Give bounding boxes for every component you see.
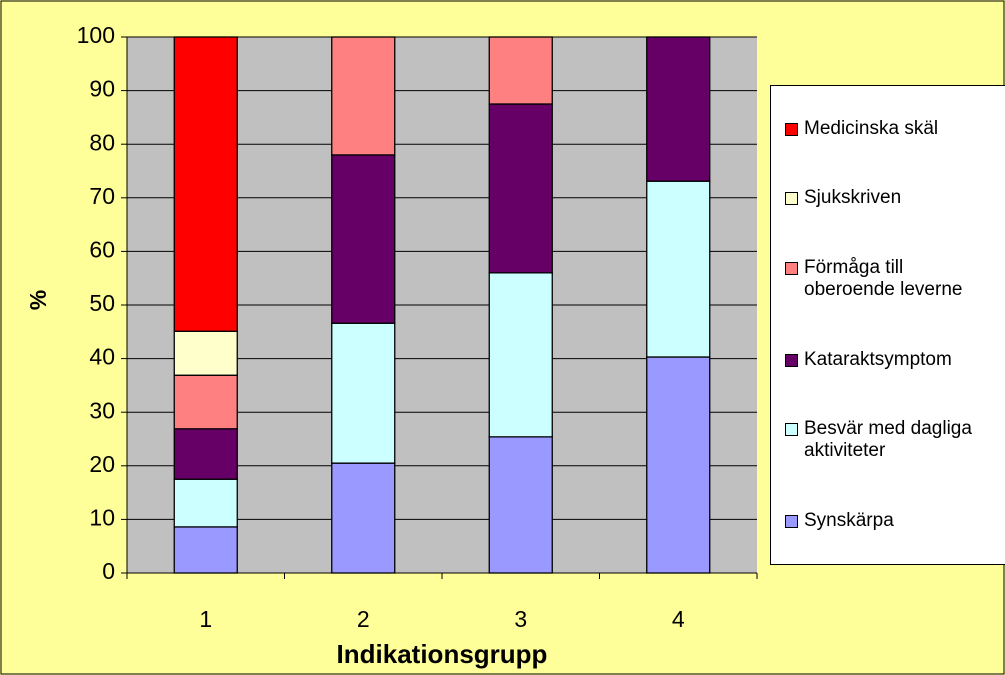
legend-swatch bbox=[785, 122, 798, 136]
bar-segment bbox=[646, 356, 711, 574]
y-tick-label: 80 bbox=[89, 129, 115, 155]
legend-item: Synskärpa bbox=[785, 510, 975, 532]
y-tick-label: 70 bbox=[89, 183, 115, 209]
legend-item: Sjukskriven bbox=[785, 187, 975, 209]
y-tick-label: 30 bbox=[89, 397, 115, 423]
bar-segment bbox=[488, 36, 553, 105]
legend-swatch bbox=[785, 262, 798, 276]
bar-segment bbox=[331, 36, 396, 156]
y-axis-label: % bbox=[25, 290, 51, 310]
x-tick-label: 1 bbox=[199, 606, 212, 632]
x-tick-label: 2 bbox=[357, 606, 370, 632]
bar-segment bbox=[173, 36, 238, 332]
bar-segment bbox=[173, 478, 238, 528]
y-tick-label: 40 bbox=[89, 344, 115, 370]
legend: Medicinska skäl Sjukskriven Förmåga till o… bbox=[770, 85, 1005, 565]
legend-swatch bbox=[785, 423, 798, 437]
legend-label: Förmåga till oberoende leverne bbox=[804, 257, 963, 301]
y-tick-label: 50 bbox=[89, 290, 115, 316]
bar-segment bbox=[173, 526, 238, 574]
legend-label: Medicinska skäl bbox=[804, 117, 939, 139]
y-tick-label: 20 bbox=[89, 451, 115, 477]
bar-segment bbox=[488, 436, 553, 574]
y-tick-label: 90 bbox=[89, 76, 115, 102]
bar-segment bbox=[173, 428, 238, 480]
y-tick-label: 0 bbox=[102, 558, 115, 584]
legend-label: Sjukskriven bbox=[804, 187, 902, 209]
legend-item: Förmåga till oberoende leverne bbox=[785, 257, 975, 301]
legend-swatch bbox=[785, 515, 798, 529]
legend-label: Besvär med dagliga aktiviteter bbox=[804, 418, 972, 462]
legend-item: Kataraktsymptom bbox=[785, 349, 975, 371]
bar-segment bbox=[488, 272, 553, 438]
x-tick-label: 4 bbox=[672, 606, 685, 632]
y-tick-label: 100 bbox=[77, 22, 115, 48]
y-tick-label: 10 bbox=[89, 504, 115, 530]
legend-swatch bbox=[785, 192, 798, 206]
bar-segment bbox=[173, 374, 238, 430]
bar-segment bbox=[331, 154, 396, 324]
bar-segment bbox=[488, 103, 553, 274]
legend-swatch bbox=[785, 353, 798, 367]
bar-segment bbox=[173, 330, 238, 376]
bar-segment bbox=[331, 462, 396, 574]
legend-label: Kataraktsymptom bbox=[804, 348, 952, 370]
legend-label: Synskärpa bbox=[804, 510, 894, 532]
y-tick-label: 60 bbox=[89, 236, 115, 262]
bar-segment bbox=[646, 180, 711, 358]
legend-item: Besvär med dagliga aktiviteter bbox=[785, 418, 975, 462]
bar-segment bbox=[646, 36, 711, 182]
bar-segment bbox=[331, 322, 396, 464]
x-tick-label: 3 bbox=[514, 606, 527, 632]
legend-item: Medicinska skäl bbox=[785, 118, 975, 140]
x-axis-label: Indikationsgrupp bbox=[337, 639, 548, 669]
